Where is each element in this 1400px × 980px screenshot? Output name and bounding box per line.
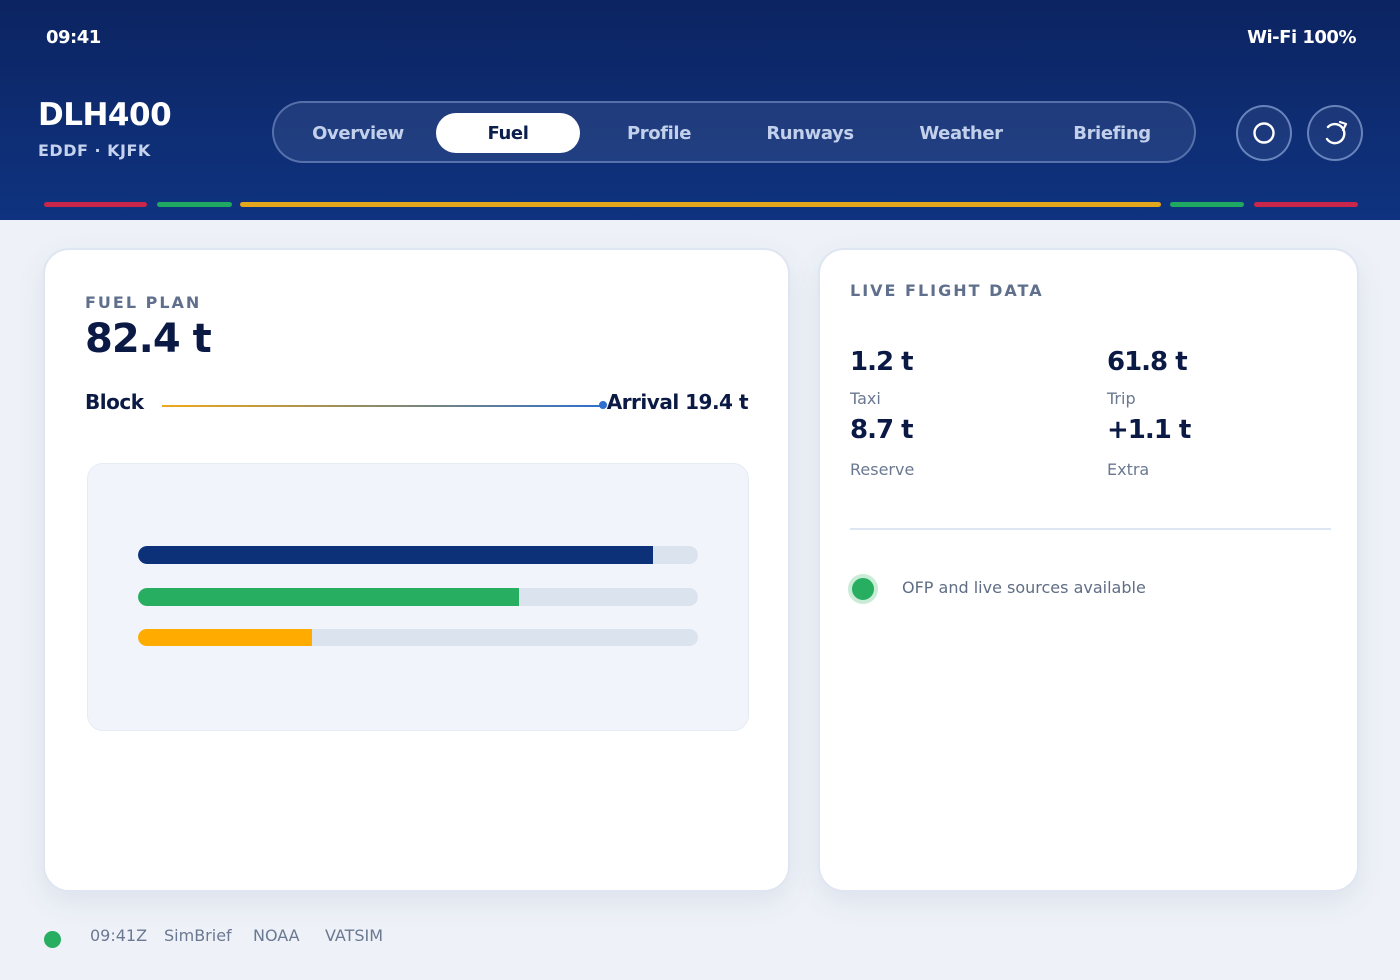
circle-button[interactable] <box>1236 105 1292 161</box>
flight-route: EDDF · KJFK <box>38 141 151 160</box>
live-status-dot <box>848 574 878 604</box>
status-stripe <box>44 202 147 207</box>
reserve-value: 8.7 t <box>850 415 914 445</box>
fuel-bar <box>138 588 698 606</box>
circle-icon <box>1253 122 1275 144</box>
status-stripe <box>240 202 1161 207</box>
live-flight-data-card: LIVE FLIGHT DATA 1.2 t Taxi 61.8 t Trip … <box>818 248 1359 892</box>
refresh-icon <box>1325 120 1348 145</box>
refresh-button[interactable] <box>1307 105 1363 161</box>
footer-source-vatsim: VATSIM <box>325 926 384 945</box>
footer-source-simbrief: SimBrief <box>164 926 232 945</box>
fuel-bars-panel <box>87 463 749 731</box>
fuel-bar-fill <box>138 588 519 606</box>
flight-callsign: DLH400 <box>38 97 172 133</box>
tab-briefing[interactable]: Briefing <box>1073 122 1151 144</box>
fuel-range-dot <box>599 401 607 409</box>
fuel-plan-title: FUEL PLAN <box>85 293 202 312</box>
taxi-value: 1.2 t <box>850 347 914 377</box>
tab-runways[interactable]: Runways <box>766 122 854 144</box>
fuel-bar <box>138 629 698 646</box>
status-time: 09:41 <box>46 27 101 48</box>
tab-overview[interactable]: Overview <box>312 122 404 144</box>
tab-weather[interactable]: Weather <box>919 122 1003 144</box>
footer-status-dot <box>44 931 61 948</box>
extra-value: +1.1 t <box>1107 415 1191 445</box>
trip-value: 61.8 t <box>1107 347 1188 377</box>
live-status-text: OFP and live sources available <box>902 578 1146 597</box>
taxi-label: Taxi <box>850 389 881 408</box>
tab-bar: Overview Fuel Profile Runways Weather Br… <box>272 101 1196 163</box>
live-data-title: LIVE FLIGHT DATA <box>850 281 1044 300</box>
footer-source-noaa: NOAA <box>253 926 300 945</box>
status-stripe <box>157 202 232 207</box>
trip-label: Trip <box>1107 389 1136 408</box>
fuel-range-line <box>162 405 604 407</box>
footer-time: 09:41Z <box>90 926 148 945</box>
wifi-status: Wi-Fi 100% <box>1247 27 1356 48</box>
divider <box>850 528 1331 530</box>
block-label: Block <box>85 390 144 414</box>
reserve-label: Reserve <box>850 460 915 479</box>
status-stripe <box>1254 202 1358 207</box>
fuel-bar <box>138 546 698 564</box>
tab-profile[interactable]: Profile <box>626 122 691 144</box>
arrival-label: Arrival 19.4 t <box>606 390 749 414</box>
fuel-plan-card: FUEL PLAN 82.4 t Block Arrival 19.4 t <box>43 248 790 892</box>
status-stripe <box>1170 202 1244 207</box>
fuel-plan-total: 82.4 t <box>85 316 212 362</box>
fuel-bar-fill <box>138 546 654 564</box>
extra-label: Extra <box>1107 460 1150 479</box>
header: 09:41 Wi-Fi 100% DLH400 EDDF · KJFK Over… <box>0 0 1400 220</box>
tab-fuel[interactable]: Fuel <box>436 113 580 153</box>
fuel-bar-fill <box>138 629 312 646</box>
